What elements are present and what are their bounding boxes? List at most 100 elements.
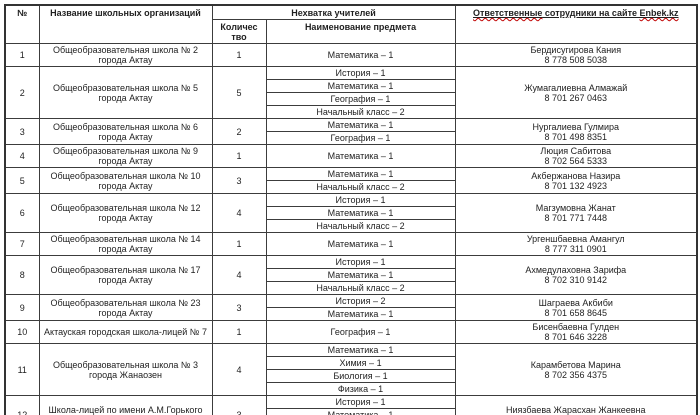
row-number-cell: 8 [4, 255, 40, 295]
subject-cell: Математика – 1 [265, 206, 456, 220]
school-row: 9 Общеобразовательная школа № 23 города А… [4, 294, 698, 321]
subject-cell: Начальный класс – 2 [265, 219, 456, 233]
school-row: 10 Актауская городская школа-лицей № 7 1 Ге… [4, 320, 698, 344]
quantity-cell: 5 [211, 66, 267, 119]
quantity-cell: 3 [211, 395, 267, 415]
contact-name: Ниязбаева Жарасхан Жанкеевна [505, 405, 646, 415]
quantity-cell: 4 [211, 343, 267, 396]
school-row: 4 Общеобразовательная школа № 9 города Ак… [4, 144, 698, 168]
contact-cell: Ургеншбаевна Амангул 8 777 311 0901 [454, 232, 698, 256]
header-row-1: № Название школьных организаций Нехватка… [4, 4, 698, 44]
subject-cell: История – 1 [265, 255, 456, 269]
quantity-cell: 2 [211, 118, 267, 145]
subject-cell: Начальный класс – 2 [265, 281, 456, 295]
subject-cell: Математика – 1 [265, 118, 456, 132]
teacher-shortage-table: № Название школьных организаций Нехватка… [4, 4, 699, 415]
row-number-cell: 6 [4, 193, 40, 233]
contact-phone: 8 701 267 0463 [544, 92, 608, 103]
row-number-cell: 2 [4, 66, 40, 119]
contact-name: Шаграева Акбиби [538, 297, 613, 308]
contact-phone: 8 701 498 8351 [544, 131, 608, 142]
subject-cell: Математика – 1 [265, 408, 456, 415]
col-header-number: № [4, 4, 40, 44]
col-header-shortage: Нехватка учителей [211, 4, 456, 20]
subject-cell: Математика – 1 [265, 343, 456, 357]
quantity-cell: 3 [211, 167, 267, 194]
school-name-cell: Общеобразовательная школа № 17 города Ак… [38, 255, 213, 295]
row-number-cell: 9 [4, 294, 40, 321]
contact-cell: Ахмедулаховна Зарифа 8 702 310 9142 [454, 255, 698, 295]
contact-cell: Нургалиева Гулмира 8 701 498 8351 [454, 118, 698, 145]
misspelled-word: Ответственные [473, 8, 543, 18]
quantity-cell: 1 [211, 232, 267, 256]
quantity-cell: 1 [211, 43, 267, 67]
school-name-cell: Общеобразовательная школа № 6 города Акт… [38, 118, 213, 145]
school-name-cell: Общеобразовательная школа № 3 города Жан… [38, 343, 213, 396]
subject-cell: Биология – 1 [265, 369, 456, 383]
row-number-cell: 12 [4, 395, 40, 415]
school-row: 11 Общеобразовательная школа № 3 города Ж… [4, 343, 698, 396]
subject-cell: География – 1 [265, 131, 456, 145]
quantity-cell: 1 [211, 320, 267, 344]
contact-cell: Ниязбаева Жарасхан Жанкеевна8 702 344 09… [454, 395, 698, 415]
col-header-school: Название школьных организаций [38, 4, 213, 44]
contact-cell: Бердисугирова Кания 8 778 508 5038 [454, 43, 698, 67]
subject-cell: Математика – 1 [265, 307, 456, 321]
subject-cell: Физика – 1 [265, 382, 456, 396]
contact-name: Ургеншбаевна Амангул [526, 234, 625, 244]
contact-phone: 8 701 771 7448 [544, 213, 608, 223]
school-row: 8 Общеобразовательная школа № 17 города А… [4, 255, 698, 295]
contact-phone: 8 701 132 4923 [544, 180, 608, 191]
contact-phone: 8 777 311 0901 [544, 244, 607, 254]
school-row: 7 Общеобразовательная школа № 14 города А… [4, 232, 698, 256]
quantity-cell: 4 [211, 255, 267, 295]
school-name-cell: Общеобразовательная школа № 5 города Акт… [38, 66, 213, 119]
school-row: 3 Общеобразовательная школа № 6 города Ак… [4, 118, 698, 145]
school-row: 1 Общеобразовательная школа № 2 города Ак… [4, 43, 698, 67]
contact-phone: 8 701 658 8645 [544, 307, 608, 318]
subject-cell: Математика – 1 [265, 79, 456, 93]
row-number-cell: 3 [4, 118, 40, 145]
school-name-cell: Общеобразовательная школа № 23 города Ак… [38, 294, 213, 321]
contact-cell: Бисенбаевна Гулден 8 701 646 3228 [454, 320, 698, 344]
school-name-cell: Общеобразовательная школа № 9 города Акт… [38, 144, 213, 168]
school-name-cell: Актауская городская школа-лицей № 7 [38, 320, 213, 344]
contact-name: Акбержанова Назира [531, 170, 621, 181]
school-name-cell: Школа-лицей по имени А.М.Горького по Туп… [38, 395, 213, 415]
contact-phone: 8 702 310 9142 [544, 275, 608, 285]
school-row: 5 Общеобразовательная школа № 10 города А… [4, 167, 698, 194]
contact-phone: 8 701 646 3228 [544, 332, 608, 342]
subject-cell: Математика – 1 [265, 167, 456, 181]
school-name-cell: Общеобразовательная школа № 14 города Ак… [38, 232, 213, 256]
row-number-cell: 1 [4, 43, 40, 67]
subject-subrow: Математика – 1 [5, 408, 697, 415]
subject-cell: История – 1 [265, 395, 456, 409]
contact-name: Люция Сабитова [540, 146, 612, 156]
row-number-cell: 11 [4, 343, 40, 396]
subject-cell: Начальный класс – 2 [265, 105, 456, 119]
subject-cell: География – 1 [265, 92, 456, 106]
enbek-site-text: Enbek.kz [639, 8, 679, 18]
contact-cell: Люция Сабитова 8 702 564 5333 [454, 144, 698, 168]
contact-name: Бисенбаевна Гулден [532, 322, 620, 332]
row-number-cell: 4 [4, 144, 40, 168]
subject-cell: История – 1 [265, 193, 456, 207]
subject-cell: Математика – 1 [265, 232, 456, 256]
school-name-cell: Общеобразовательная школа № 2 города Акт… [38, 43, 213, 67]
header-row-2: Количес тво Наименование предмета [5, 19, 697, 44]
school-row: 6 Общеобразовательная школа № 12 города А… [4, 193, 698, 233]
contact-cell: Шаграева Акбиби 8 701 658 8645 [454, 294, 698, 321]
subject-cell: Математика – 1 [265, 268, 456, 282]
table-header: № Название школьных организаций Нехватка… [4, 4, 698, 44]
subject-cell: Математика – 1 [265, 144, 456, 168]
table-body: 1 Общеобразовательная школа № 2 города Ак… [4, 43, 698, 415]
subject-cell: Математика – 1 [265, 43, 456, 67]
quantity-cell: 3 [211, 294, 267, 321]
subject-cell: История – 1 [265, 66, 456, 80]
contact-name: Магзумовна Жанат [535, 203, 616, 213]
subject-cell: История – 2 [265, 294, 456, 308]
contact-name: Карамбетова Марина [530, 359, 621, 370]
row-number-cell: 5 [4, 167, 40, 194]
